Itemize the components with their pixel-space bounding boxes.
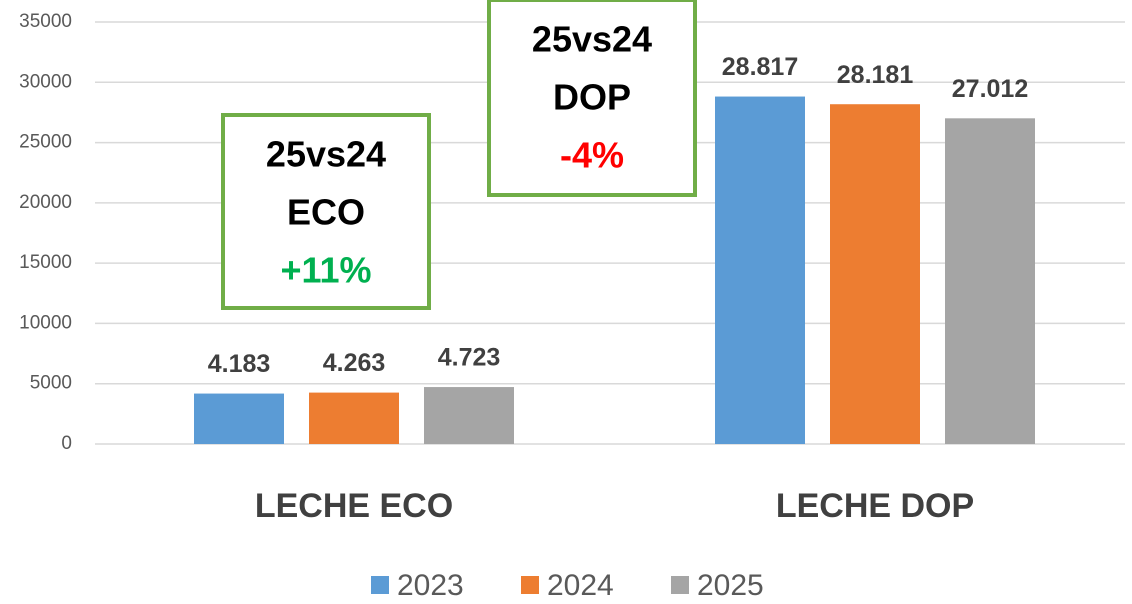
y-tick-label: 15000 [19,252,72,273]
annotation-highlight: -4% [560,135,624,176]
value-label: 28.181 [837,61,914,89]
bar [309,392,399,444]
x-tick-label: LECHE ECO [255,487,453,525]
annotation-box [221,113,431,310]
legend-label: 2024 [547,569,614,602]
legend-label: 2023 [397,569,464,602]
bar [830,104,920,445]
value-label: 4.183 [208,350,271,378]
y-tick-label: 5000 [30,373,72,394]
annotation-highlight: +11% [280,250,371,291]
y-tick-label: 10000 [19,312,72,333]
y-tick-label: 20000 [19,192,72,213]
annotation-text: 25vs24 [532,19,652,60]
value-label: 4.723 [438,344,501,372]
legend-swatch [371,576,389,594]
legend-label: 2025 [697,569,764,602]
annotation-box [487,0,697,197]
y-tick-label: 0 [61,433,72,454]
annotation-text: DOP [553,77,631,118]
x-tick-label: LECHE DOP [776,487,974,525]
annotation-text: 25vs24 [266,134,386,175]
bar [424,387,514,444]
value-label: 28.817 [722,53,798,81]
y-tick-label: 35000 [19,11,72,32]
bar [194,393,284,444]
value-label: 4.263 [323,349,386,377]
y-tick-label: 30000 [19,71,72,92]
annotation-text: ECO [287,192,365,233]
y-tick-label: 25000 [19,132,72,153]
legend-swatch [521,576,539,594]
legend-swatch [671,576,689,594]
value-label: 27.012 [952,75,1028,103]
bar [945,118,1035,445]
bar [715,96,805,444]
